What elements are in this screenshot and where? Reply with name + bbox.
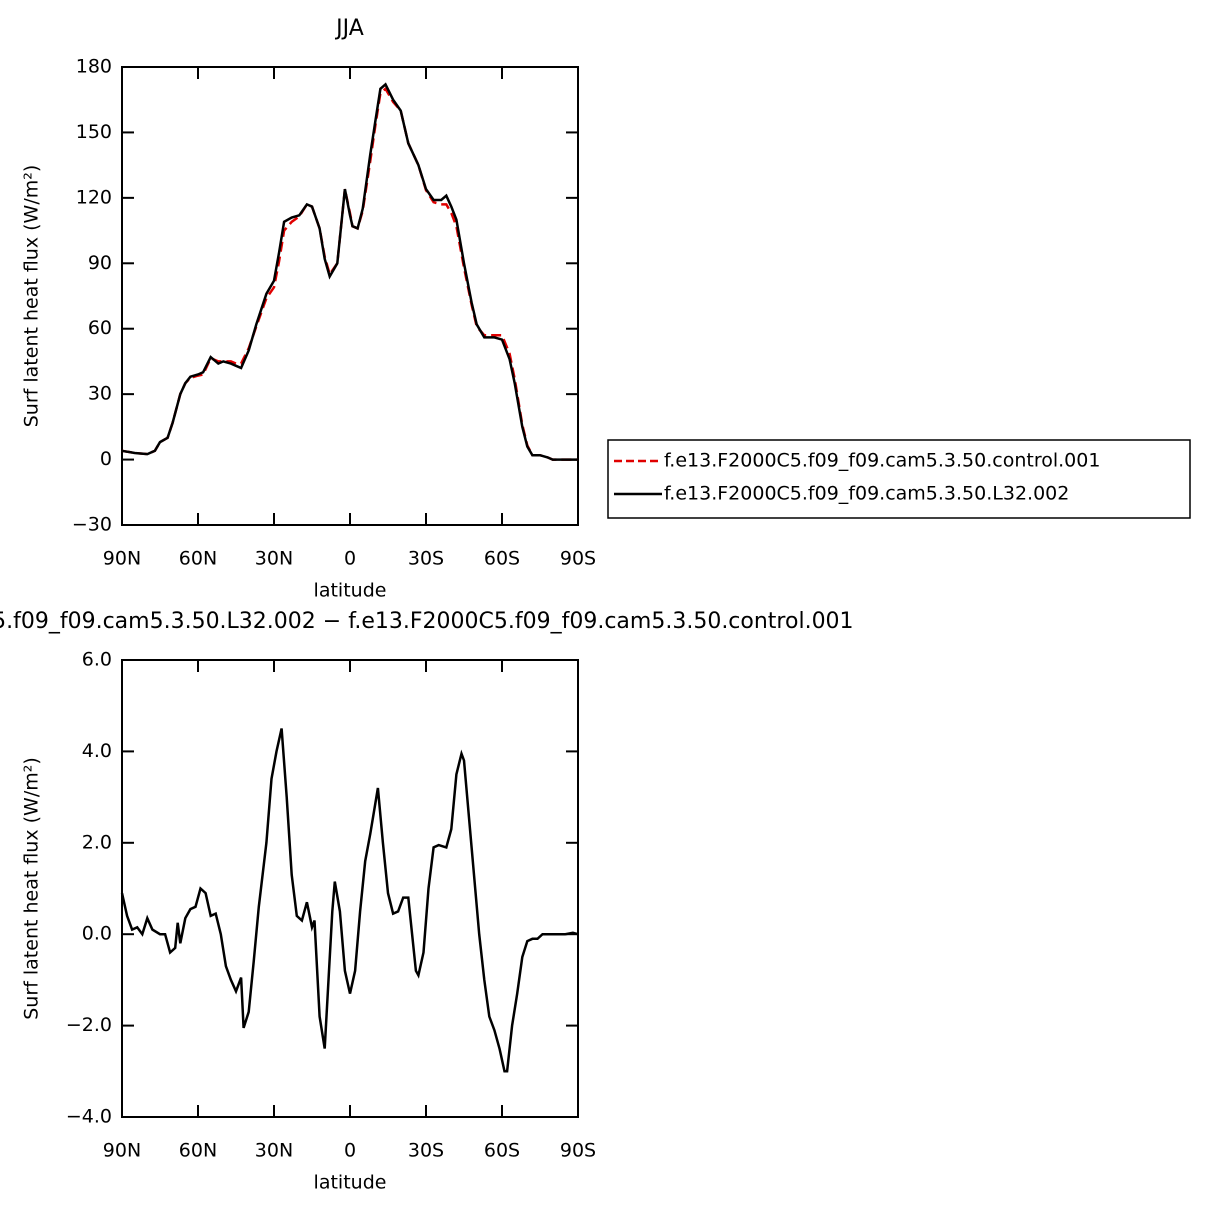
x-tick-label: 30S <box>408 1140 444 1162</box>
plot-frame <box>121 659 579 1118</box>
legend-label: f.e13.F2000C5.f09_f09.cam5.3.50.control.… <box>664 450 1100 472</box>
y-tick-label: 120 <box>76 186 112 208</box>
x-axis-label: latitude <box>314 1172 387 1194</box>
x-tick-label: 60S <box>484 1140 520 1162</box>
y-tick-label: −2.0 <box>66 1014 112 1036</box>
y-tick-label: 180 <box>76 56 112 78</box>
y-tick-label: 0.0 <box>82 923 112 945</box>
x-tick-label: 90N <box>103 548 141 570</box>
x-tick-label: 90S <box>560 548 596 570</box>
y-tick-label: 90 <box>88 252 112 274</box>
legend-label: f.e13.F2000C5.f09_f09.cam5.3.50.L32.002 <box>664 483 1069 505</box>
plot-frame <box>121 66 579 526</box>
y-axis-label: Surf latent heat flux (W/m²) <box>21 165 43 428</box>
x-axis-label: latitude <box>314 580 387 602</box>
x-tick-label: 60S <box>484 548 520 570</box>
y-tick-label: −30 <box>72 514 112 536</box>
y-tick-label: 150 <box>76 121 112 143</box>
data-line <box>120 728 579 1073</box>
x-tick-label: 60N <box>179 548 217 570</box>
x-tick-label: 90N <box>103 1140 141 1162</box>
legend-box <box>607 439 1191 519</box>
y-axis-label: Surf latent heat flux (W/m²) <box>21 757 43 1020</box>
y-tick-label: −4.0 <box>66 1106 112 1128</box>
x-tick-label: 30S <box>408 548 444 570</box>
y-tick-label: 30 <box>88 383 112 405</box>
y-tick-label: 0 <box>100 448 112 470</box>
chart-title: JJA <box>334 16 364 41</box>
y-tick-label: 2.0 <box>82 831 112 853</box>
x-tick-label: 30N <box>255 1140 293 1162</box>
x-tick-label: 0 <box>344 548 356 570</box>
y-tick-label: 6.0 <box>82 649 112 671</box>
y-tick-label: 4.0 <box>82 740 112 762</box>
chart-title: f.e13.F2000C5.f09_f09.cam5.3.50.L32.002 … <box>0 609 854 634</box>
data-line <box>121 82 578 461</box>
data-line <box>121 86 578 461</box>
y-tick-label: 60 <box>88 317 112 339</box>
x-tick-label: 90S <box>560 1140 596 1162</box>
x-tick-label: 60N <box>179 1140 217 1162</box>
x-tick-label: 30N <box>255 548 293 570</box>
x-tick-label: 0 <box>344 1140 356 1162</box>
